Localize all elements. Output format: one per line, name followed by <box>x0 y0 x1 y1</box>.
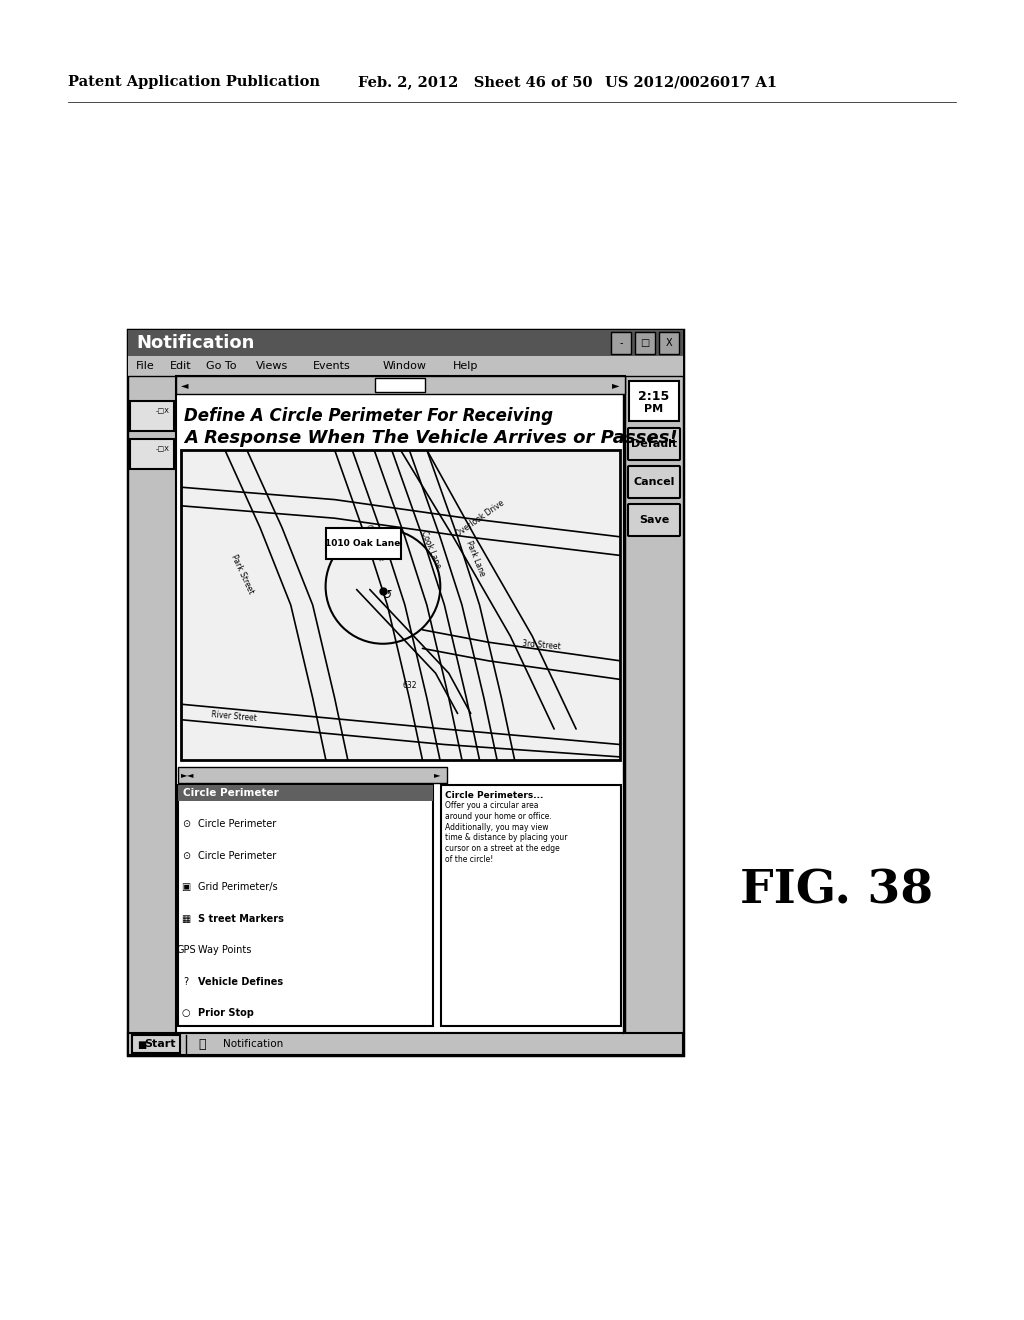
Text: ▦: ▦ <box>181 913 190 924</box>
Bar <box>326 528 400 558</box>
Bar <box>176 376 625 393</box>
Text: 3rd Street: 3rd Street <box>521 639 560 652</box>
Text: Circle Perimeters...: Circle Perimeters... <box>445 791 544 800</box>
Bar <box>128 376 176 1034</box>
Text: Park Street: Park Street <box>229 553 256 595</box>
Text: 2:15: 2:15 <box>638 391 670 404</box>
Text: ⊙: ⊙ <box>182 850 190 861</box>
Text: Way Points: Way Points <box>198 945 251 956</box>
Text: S treet Markers: S treet Markers <box>198 913 284 924</box>
Text: FIG. 38: FIG. 38 <box>740 867 933 913</box>
Bar <box>375 378 425 392</box>
Text: US 2012/0026017 A1: US 2012/0026017 A1 <box>605 75 777 88</box>
Text: Start: Start <box>144 1039 176 1049</box>
Text: 🚗: 🚗 <box>198 1038 206 1051</box>
Text: Events: Events <box>313 360 351 371</box>
Text: 1010 Oak Lane: 1010 Oak Lane <box>326 539 400 548</box>
Text: ⊙: ⊙ <box>182 818 190 829</box>
Text: Prior Stop: Prior Stop <box>198 1008 254 1018</box>
Text: Grid Perimeter/s: Grid Perimeter/s <box>198 882 278 892</box>
Text: ►: ► <box>434 771 440 780</box>
Text: Park Lane: Park Lane <box>464 540 486 578</box>
Text: Feb. 2, 2012   Sheet 46 of 50: Feb. 2, 2012 Sheet 46 of 50 <box>358 75 593 88</box>
Text: Edit: Edit <box>170 360 191 371</box>
Text: □: □ <box>640 338 649 348</box>
Text: River Street: River Street <box>211 710 257 723</box>
Text: Save: Save <box>639 515 669 525</box>
Text: GPS: GPS <box>176 945 196 956</box>
Bar <box>132 1035 180 1053</box>
Bar <box>181 450 620 760</box>
Bar <box>128 356 683 376</box>
Text: ◄: ◄ <box>186 771 194 780</box>
Bar <box>629 381 679 421</box>
Text: ►: ► <box>612 380 620 389</box>
Text: -□X: -□X <box>156 407 170 413</box>
Bar <box>128 1034 683 1055</box>
Bar <box>128 330 683 356</box>
Text: File: File <box>136 360 155 371</box>
Text: Oak Drive: Oak Drive <box>362 524 385 562</box>
FancyBboxPatch shape <box>628 466 680 498</box>
Text: Vehicle Defines: Vehicle Defines <box>198 977 283 987</box>
Text: X: X <box>666 338 673 348</box>
Text: Circle Perimeter: Circle Perimeter <box>183 788 279 799</box>
Bar <box>130 440 174 469</box>
FancyBboxPatch shape <box>628 504 680 536</box>
Text: ○: ○ <box>181 1008 190 1018</box>
Text: Overlook Drive: Overlook Drive <box>454 498 506 539</box>
Text: ■: ■ <box>137 1040 146 1049</box>
Bar <box>625 376 683 1034</box>
Text: -: - <box>620 338 623 348</box>
Text: A Response When The Vehicle Arrives or Passes!: A Response When The Vehicle Arrives or P… <box>184 429 678 447</box>
Text: Cook Lane: Cook Lane <box>420 529 442 569</box>
Bar <box>178 785 433 1026</box>
Text: Default: Default <box>631 440 677 449</box>
Text: -□X: -□X <box>156 445 170 451</box>
Text: 632: 632 <box>402 681 417 690</box>
Text: Define A Circle Perimeter For Receiving: Define A Circle Perimeter For Receiving <box>184 407 553 425</box>
Text: ◄: ◄ <box>181 380 188 389</box>
Bar <box>635 333 655 354</box>
Bar <box>176 376 625 1034</box>
Bar <box>178 785 433 801</box>
Bar <box>128 330 683 1055</box>
Bar <box>441 785 621 1026</box>
Text: Help: Help <box>453 360 478 371</box>
Text: Notification: Notification <box>223 1039 284 1049</box>
Text: Go To: Go To <box>206 360 237 371</box>
Text: Views: Views <box>256 360 288 371</box>
Bar <box>611 333 631 354</box>
Bar <box>130 401 174 432</box>
Text: Circle Perimeter: Circle Perimeter <box>198 818 276 829</box>
Bar <box>659 333 679 354</box>
Text: Patent Application Publication: Patent Application Publication <box>68 75 319 88</box>
Text: ?: ? <box>183 977 188 987</box>
Text: Offer you a circular area
around your home or office.
Additionally, you may view: Offer you a circular area around your ho… <box>445 801 567 863</box>
Text: Cancel: Cancel <box>633 477 675 487</box>
Text: Notification: Notification <box>136 334 254 352</box>
Bar <box>178 767 447 783</box>
Text: ▣: ▣ <box>181 882 190 892</box>
FancyBboxPatch shape <box>628 428 680 459</box>
Text: ↺: ↺ <box>382 589 392 602</box>
Text: PM: PM <box>644 404 664 414</box>
Text: Circle Perimeter: Circle Perimeter <box>198 850 276 861</box>
Text: Window: Window <box>383 360 427 371</box>
Text: ►: ► <box>181 771 187 780</box>
